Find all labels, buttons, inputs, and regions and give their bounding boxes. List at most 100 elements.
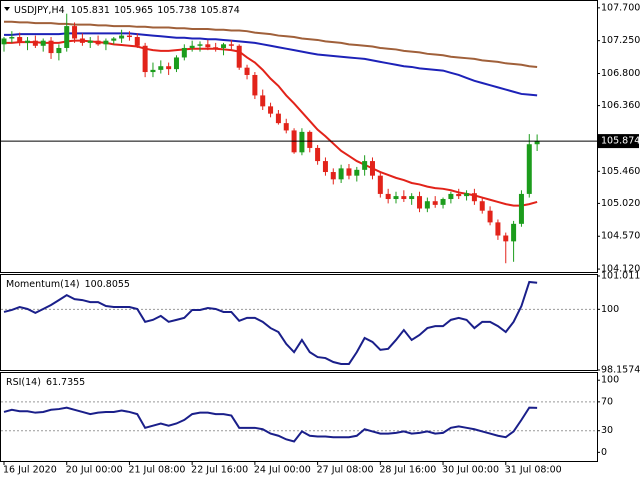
candle-body [424, 201, 430, 209]
candle-body [275, 113, 281, 124]
symbol: USDJPY,H4 [14, 5, 65, 16]
y-tick-label: 30 [601, 425, 613, 436]
momentum-title: Momentum(14) 100.8055 [6, 279, 130, 290]
candle-body [526, 144, 532, 194]
x-tick-label: 20 Jul 00:00 [66, 465, 123, 476]
candle-body [330, 172, 336, 180]
candle-body [471, 193, 477, 202]
y-tick-label: 100 [601, 375, 619, 386]
y-tick-label: 104.120 [601, 264, 640, 275]
candle-body [464, 193, 470, 197]
candle-body [103, 40, 109, 45]
candle-body [72, 26, 78, 39]
candle-body [205, 44, 211, 48]
candle-body [479, 201, 485, 211]
y-tick-label: 70 [601, 396, 613, 407]
candle-body [409, 196, 415, 200]
candle-body [213, 47, 219, 49]
indicator-line [3, 406, 538, 443]
x-tick-label: 21 Jul 08:00 [128, 465, 185, 476]
indicator-name: Momentum(14) [6, 279, 80, 290]
candle-body [338, 168, 344, 180]
x-tick-label: 16 Jul 2020 [3, 465, 57, 476]
price-label-box [597, 134, 639, 149]
y-tick-label: 100 [601, 304, 619, 315]
y-tick-label: 105.460 [601, 166, 640, 177]
candle-body [173, 57, 179, 70]
candle-body [534, 141, 540, 145]
candle-body [1, 38, 7, 45]
moving-average [4, 39, 538, 207]
candle-body [448, 193, 454, 200]
candle-body [221, 44, 227, 48]
candle-body [17, 37, 23, 43]
momentum-panel [0, 274, 598, 371]
candle-body [440, 199, 446, 205]
y-tick-label: 101.0115 [601, 271, 640, 282]
candle-body [9, 37, 15, 39]
x-tick-label: 31 Jul 08:00 [505, 465, 562, 476]
candle-body [385, 193, 391, 200]
x-tick-label: 22 Jul 16:00 [191, 465, 248, 476]
x-tick-label: 30 Jul 00:00 [442, 465, 499, 476]
candle-body [377, 175, 383, 194]
candle-body [511, 223, 517, 242]
y-tick-label: 105.020 [601, 198, 640, 209]
y-tick-label: 0 [601, 447, 607, 458]
candle-body [268, 106, 274, 114]
y-tick-label: 104.570 [601, 231, 640, 242]
candle-body [228, 44, 234, 46]
x-tick-label: 27 Jul 08:00 [317, 465, 374, 476]
candle-body [166, 66, 172, 70]
candle-body [87, 40, 93, 43]
candle-body [401, 196, 407, 200]
y-tick-label: 106.360 [601, 100, 640, 111]
candle-body [56, 47, 62, 54]
candle-body [503, 235, 509, 242]
indicator-name: RSI(14) [6, 377, 41, 388]
candle-body [393, 196, 399, 200]
header-high: 105.965 [114, 5, 153, 16]
candle-body [315, 147, 321, 162]
menu-arrow[interactable] [4, 7, 10, 11]
y-tick-label: 106.800 [601, 68, 640, 79]
candle-body [283, 123, 289, 131]
candle-body [48, 40, 54, 54]
candle-body [354, 169, 360, 176]
header-open: 105.831 [71, 5, 110, 16]
candle-body [126, 35, 132, 38]
candle-body [456, 193, 462, 197]
rsi-title: RSI(14) 61.7355 [6, 377, 85, 388]
candle-body [495, 222, 501, 236]
candle-body [64, 26, 70, 48]
header-low: 105.738 [157, 5, 196, 16]
candle-body [189, 45, 195, 48]
rsi-panel [0, 372, 598, 462]
candle-body [487, 210, 493, 223]
moving-average [4, 20, 538, 68]
candle-body [307, 131, 313, 148]
candle-body [322, 161, 328, 173]
candle-body [25, 40, 31, 43]
price-label: 105.874 [601, 136, 640, 147]
candle-body [79, 38, 85, 43]
moving-average [4, 32, 538, 97]
candle-body [260, 95, 266, 107]
indicator-value: 100.8055 [85, 279, 130, 290]
candle-body [111, 38, 117, 41]
chart-header: USDJPY,H4 105.831 105.965 105.738 105.874 [14, 5, 240, 16]
candle-body [299, 131, 305, 153]
candle-body [244, 67, 250, 75]
indicator-line [3, 280, 538, 365]
candle-body [119, 35, 125, 39]
candle-body [432, 201, 438, 205]
candle-body [150, 69, 156, 73]
candle-body [95, 40, 101, 45]
x-tick-label: 28 Jul 16:00 [379, 465, 436, 476]
y-tick-label: 107.250 [601, 35, 640, 46]
candle-body [362, 161, 368, 170]
y-tick-label: 107.700 [601, 2, 640, 13]
candle-body [134, 37, 140, 46]
